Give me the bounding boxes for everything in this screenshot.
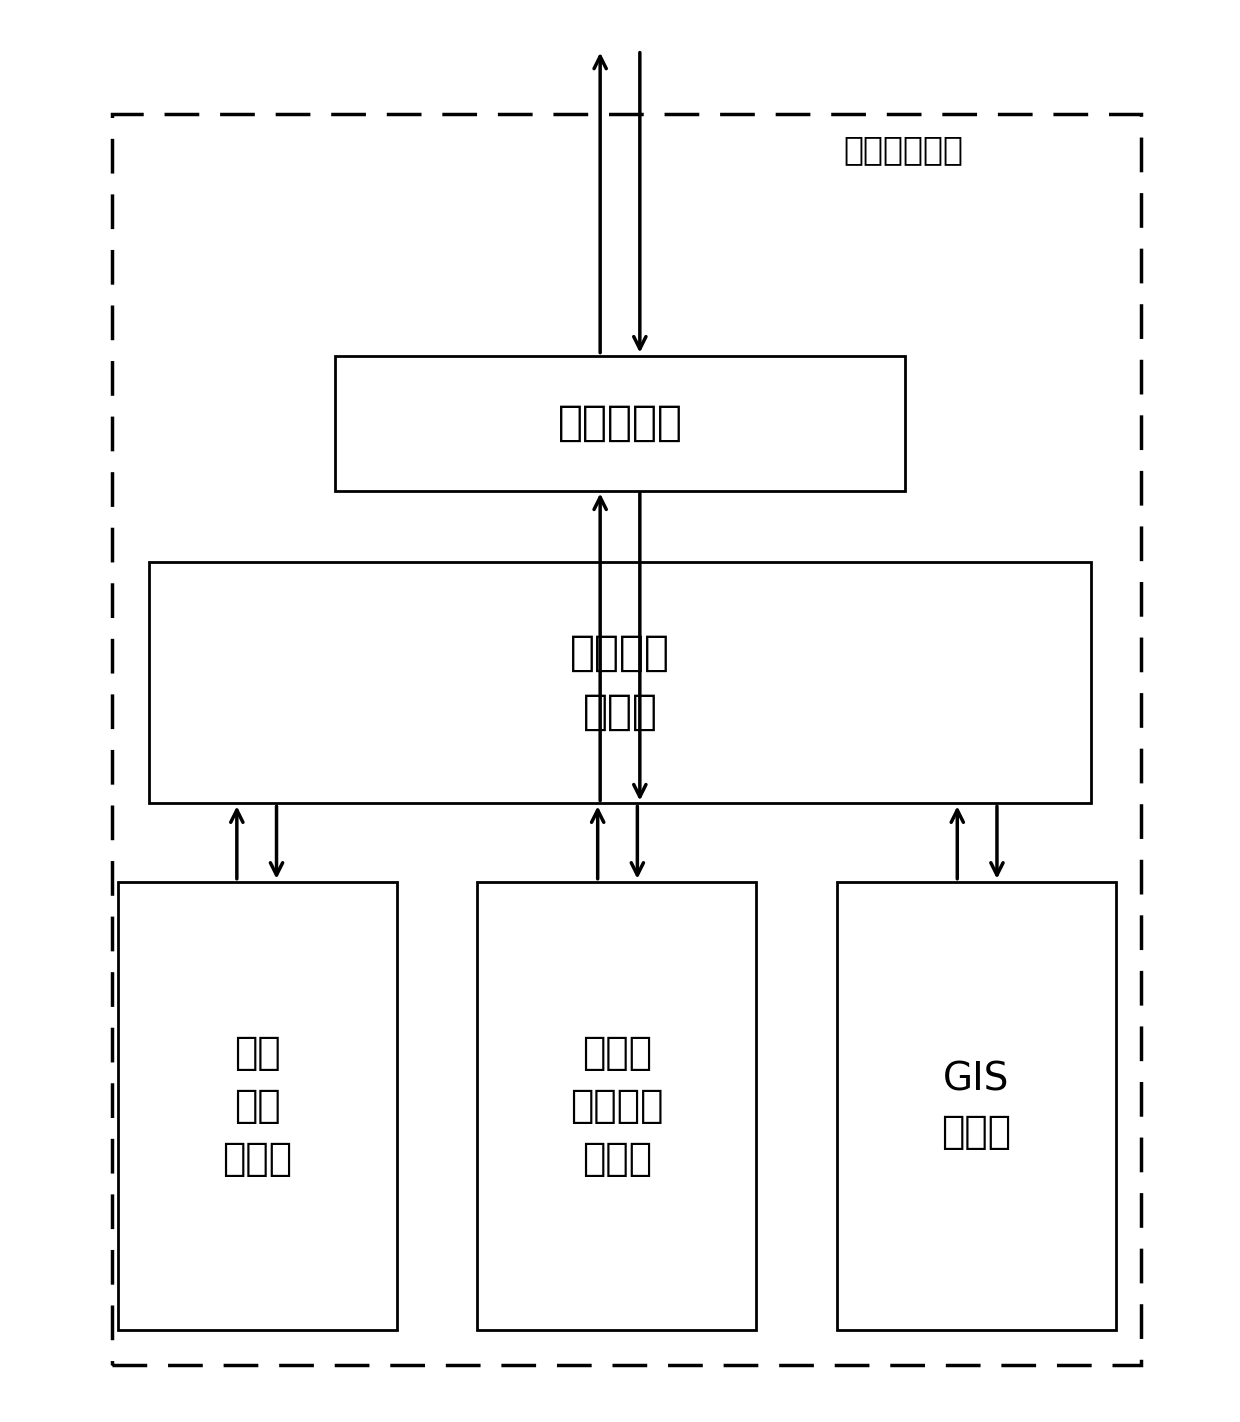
Text: 通信服务器: 通信服务器 (558, 402, 682, 444)
FancyBboxPatch shape (477, 882, 756, 1330)
FancyBboxPatch shape (149, 562, 1091, 803)
FancyBboxPatch shape (118, 882, 397, 1330)
FancyBboxPatch shape (837, 882, 1116, 1330)
Text: GIS
服务器: GIS 服务器 (941, 1061, 1012, 1150)
FancyBboxPatch shape (335, 356, 905, 491)
Text: 充电站
实时信息
服务器: 充电站 实时信息 服务器 (570, 1034, 663, 1177)
Text: 信息处理
服务器: 信息处理 服务器 (570, 633, 670, 732)
Text: 用户
信息
服务器: 用户 信息 服务器 (222, 1034, 293, 1177)
Text: 充电管理平台: 充电管理平台 (843, 132, 963, 166)
